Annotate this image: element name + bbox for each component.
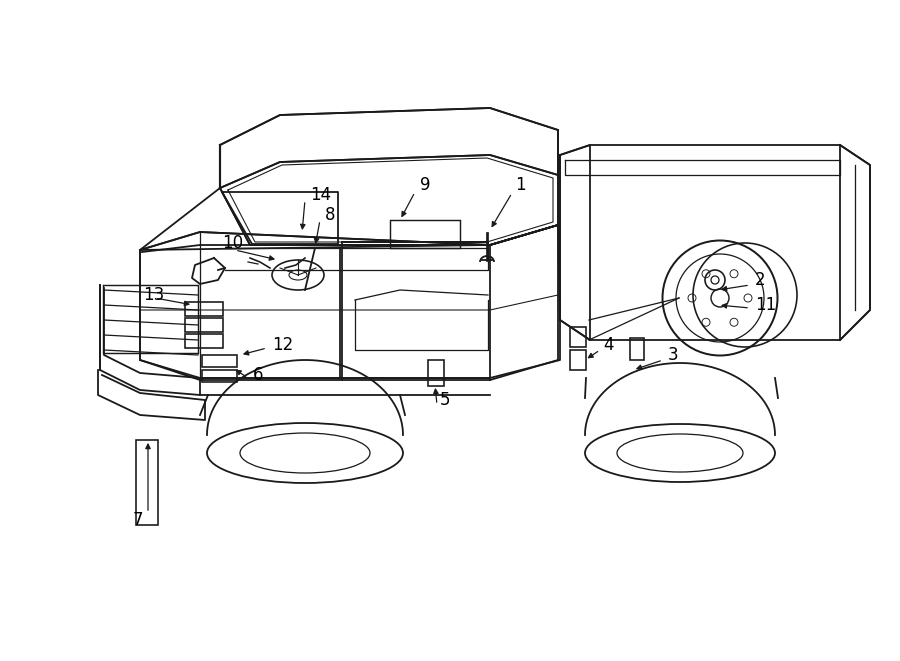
Text: 3: 3 [668,346,679,364]
Text: 10: 10 [222,234,243,252]
Bar [202,370,237,382]
Text: 12: 12 [272,336,293,354]
Text: 9: 9 [420,176,430,194]
Bar [136,440,158,525]
Bar [570,350,586,370]
Bar [103,285,198,353]
Bar [390,220,460,248]
Text: 5: 5 [440,391,451,409]
Text: 7: 7 [133,511,143,529]
Text: 1: 1 [515,176,526,194]
Text: 6: 6 [253,366,264,384]
Bar [185,302,223,316]
Bar [630,338,644,360]
Text: 13: 13 [143,286,164,304]
Bar [185,334,223,348]
Bar [428,360,444,386]
Bar [570,327,586,347]
Bar [185,318,223,332]
Text: 2: 2 [755,271,766,289]
Bar [202,355,237,367]
Text: 8: 8 [325,206,336,224]
Text: 4: 4 [603,336,614,354]
Text: 11: 11 [755,296,776,314]
Text: 14: 14 [310,186,331,204]
